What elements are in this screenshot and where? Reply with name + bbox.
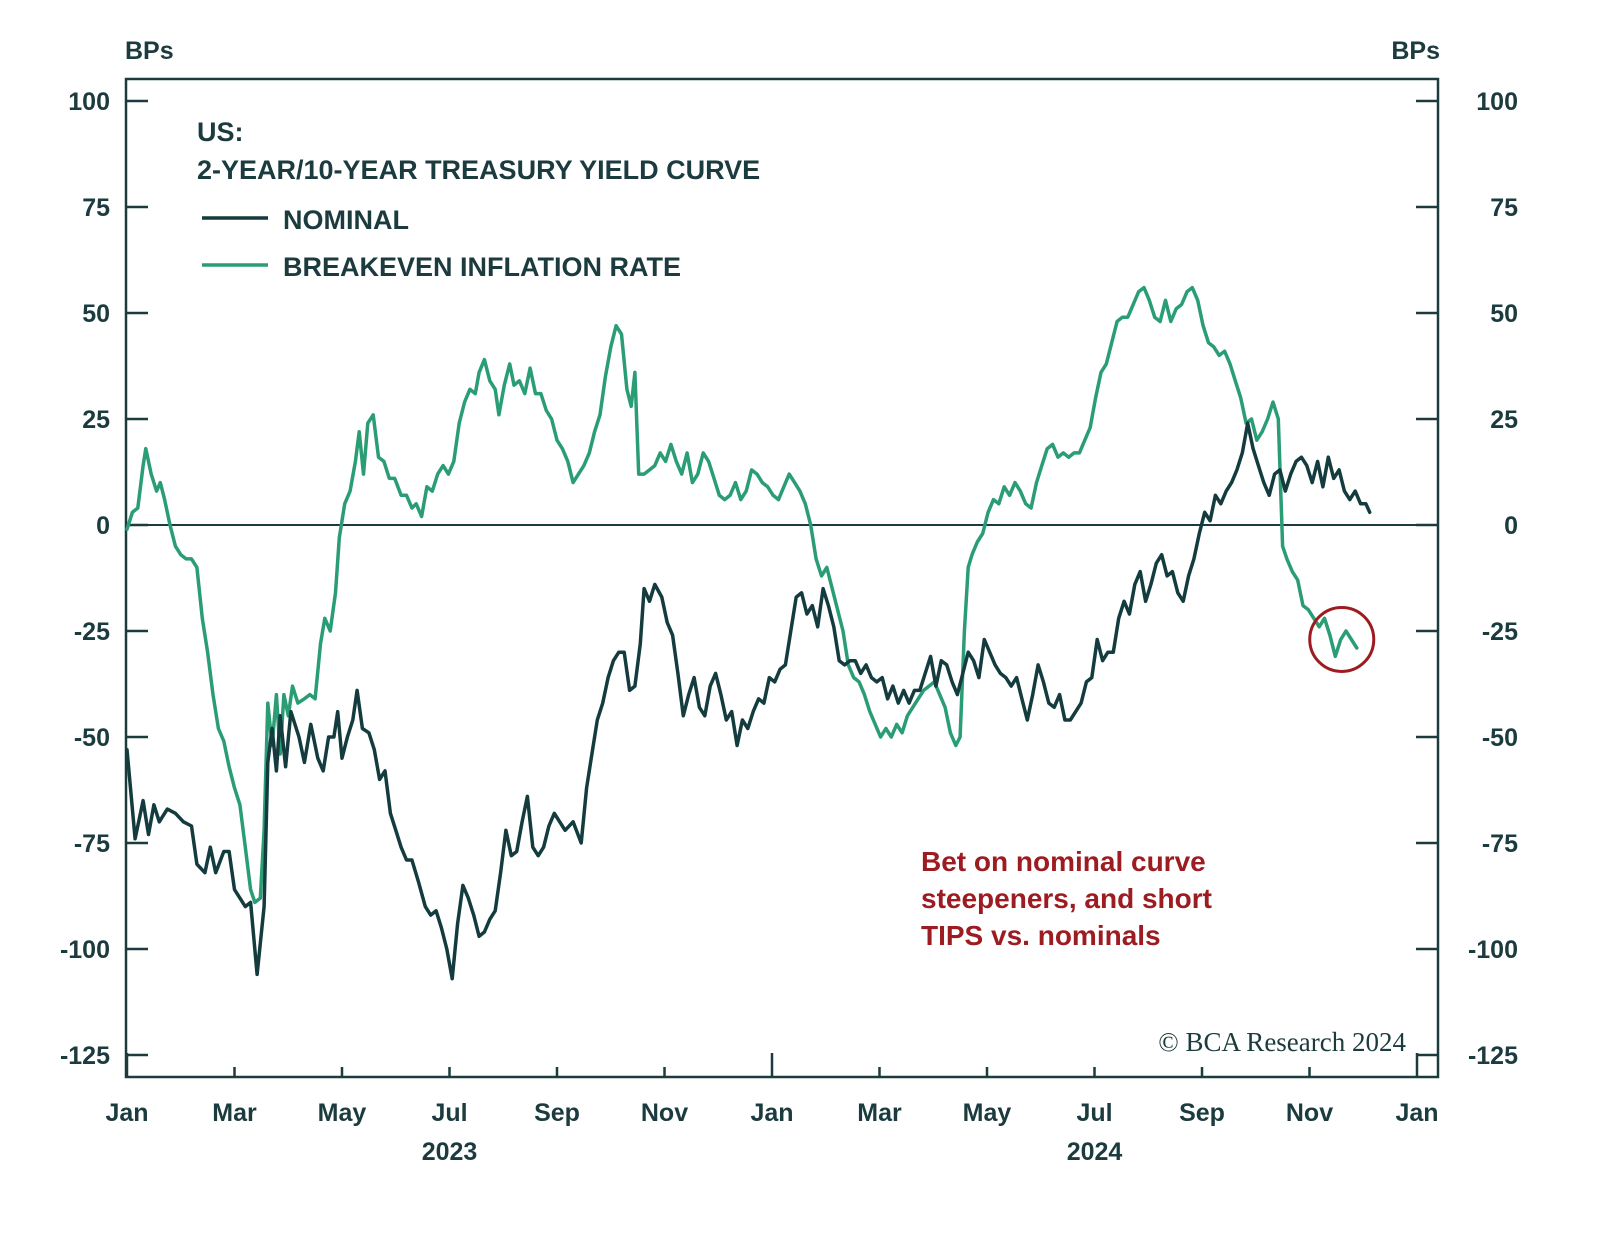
y-tick-label-right: 50 [1490, 300, 1518, 328]
y-tick-label-left: 50 [82, 300, 110, 328]
series-line-breakeven [125, 285, 1359, 905]
y-tick-label-right: -25 [1482, 618, 1518, 646]
annotation: Bet on nominal curve steepeners, and sho… [921, 846, 1212, 951]
highlight-circle [1308, 605, 1376, 673]
y-tick-label-left: -100 [60, 936, 110, 964]
y-tick-label-left: 25 [82, 406, 110, 434]
right-axis-unit: BPs [1391, 37, 1440, 65]
x-tick-label: Jan [750, 1099, 793, 1127]
y-tick-label-right: -125 [1468, 1042, 1518, 1070]
x-tick-label: Jul [431, 1099, 467, 1127]
y-tick-label-right: 0 [1504, 512, 1518, 540]
annotation-line-2: steepeners, and short [921, 883, 1212, 914]
x-tick-label: Sep [1179, 1099, 1225, 1127]
series-line-nominal [125, 421, 1372, 981]
y-tick-label-left: 75 [82, 194, 110, 222]
chart-title-line2: 2-YEAR/10-YEAR TREASURY YIELD CURVE [197, 155, 760, 185]
x-axis: Jan Mar May Jul Sep Nov Jan Mar May Jul Sep Nov Jan 2… [105, 1053, 1439, 1166]
x-tick-label: May [963, 1099, 1012, 1127]
x-tick-label: Sep [534, 1099, 580, 1127]
y-tick-label-left: 100 [68, 88, 110, 116]
y-tick-label-left: -75 [74, 830, 110, 858]
y-tick-label-left: -25 [74, 618, 110, 646]
y-tick-label-left: -50 [74, 724, 110, 752]
x-tick-label: Mar [857, 1099, 902, 1127]
y-tick-label-right: 75 [1490, 194, 1518, 222]
legend-label-nominal: NOMINAL [283, 205, 409, 235]
y-tick-label-right: -100 [1468, 936, 1518, 964]
y-axis-left: 100 75 50 25 0 -25 -50 -75 -100 -125 [60, 88, 148, 1070]
source-credit: © BCA Research 2024 [1158, 1027, 1406, 1057]
y-axis-right: 100 75 50 25 0 -25 -50 -75 -100 -125 [1416, 88, 1518, 1070]
annotation-line-1: Bet on nominal curve [921, 846, 1206, 877]
x-tick-label: Jan [105, 1099, 148, 1127]
x-tick-label: Mar [212, 1099, 257, 1127]
y-tick-label-left: -125 [60, 1042, 110, 1070]
x-tick-label: May [318, 1099, 367, 1127]
y-tick-label-right: -50 [1482, 724, 1518, 752]
annotation-line-3: TIPS vs. nominals [921, 920, 1161, 951]
x-tick-label: Nov [1286, 1099, 1333, 1127]
x-tick-label: Nov [641, 1099, 688, 1127]
x-tick-label: Jan [1395, 1099, 1438, 1127]
year-label: 2024 [1067, 1138, 1123, 1166]
left-axis-unit: BPs [125, 37, 174, 65]
legend-label-breakeven: BREAKEVEN INFLATION RATE [283, 252, 681, 282]
legend: NOMINAL BREAKEVEN INFLATION RATE [202, 205, 681, 282]
series-layer [125, 285, 1372, 981]
plot-frame [124, 77, 1440, 1079]
x-tick-label: Jul [1076, 1099, 1112, 1127]
y-tick-label-right: -75 [1482, 830, 1518, 858]
y-tick-label-left: 0 [96, 512, 110, 540]
year-label: 2023 [422, 1138, 478, 1166]
chart-title-line1: US: [197, 117, 244, 147]
y-tick-label-right: 25 [1490, 406, 1518, 434]
y-tick-label-right: 100 [1476, 88, 1518, 116]
